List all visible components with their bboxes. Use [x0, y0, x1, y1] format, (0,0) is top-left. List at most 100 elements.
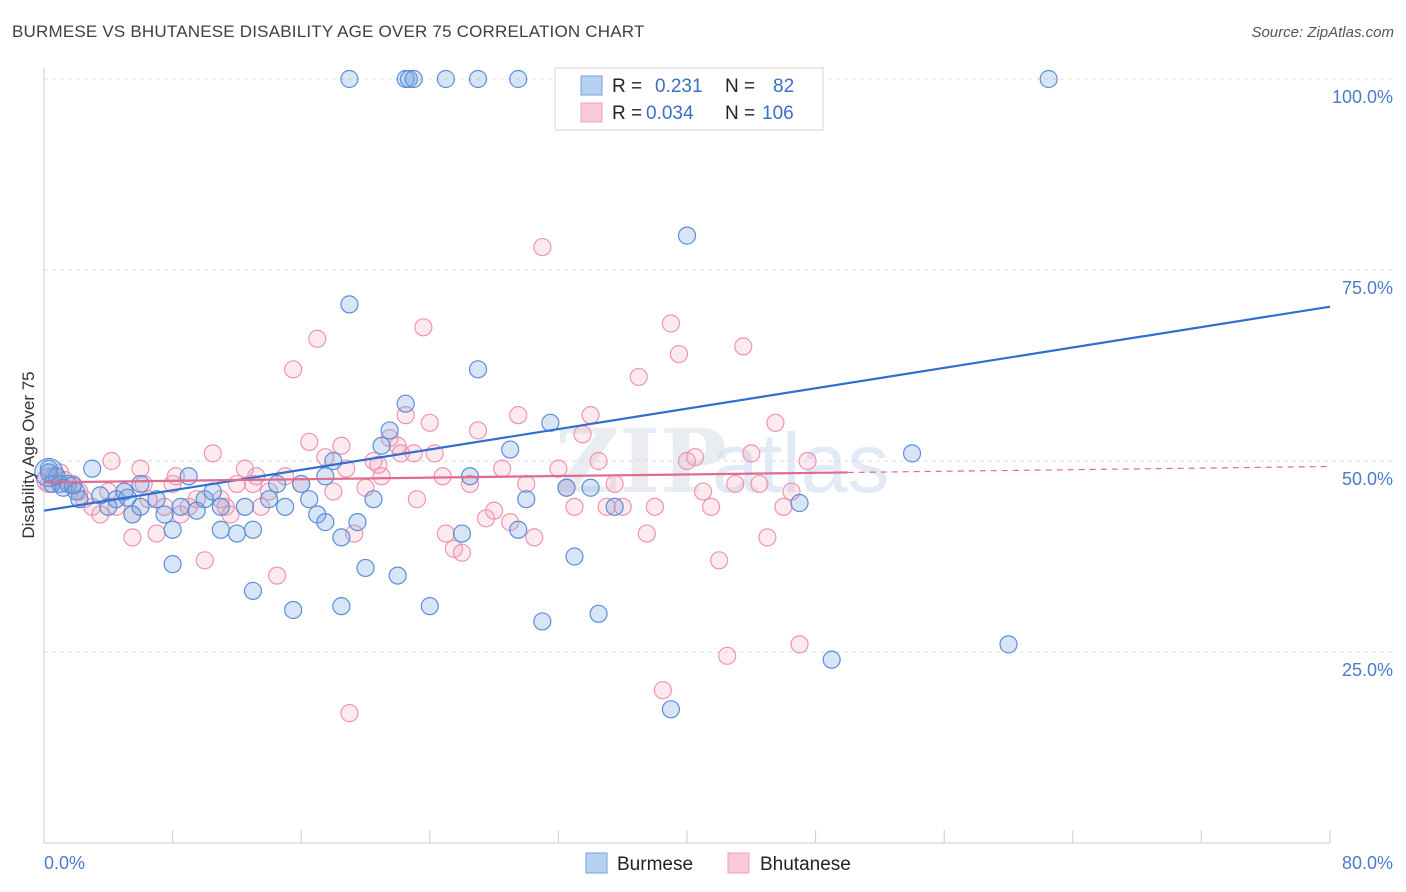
trend-lines: [43, 305, 1331, 512]
bhutanese-point: [565, 497, 584, 516]
burmese-point: [316, 467, 335, 486]
burmese-point: [509, 69, 528, 89]
bhutanese-point: [726, 474, 745, 494]
burmese-point: [452, 524, 472, 543]
burmese-point: [243, 581, 263, 600]
bhutanese-point: [605, 474, 624, 494]
bottom-legend-label-burmese: Burmese: [617, 854, 693, 875]
bhutanese-point: [581, 406, 600, 425]
chart-source: Source: ZipAtlas.com: [1251, 24, 1394, 41]
bhutanese-point: [332, 436, 351, 455]
burmese-point: [235, 497, 255, 516]
bhutanese-point: [324, 482, 343, 501]
bhutanese-point: [131, 459, 150, 478]
burmese-point: [388, 566, 407, 585]
burmese-point: [284, 600, 303, 620]
bhutanese-point: [702, 497, 721, 516]
legend-r-value-2: 0.034: [646, 103, 694, 124]
burmese-point: [677, 226, 697, 245]
legend-swatch-burmese: [580, 75, 603, 96]
bhutanese-point: [221, 505, 240, 524]
bhutanese-point: [102, 451, 121, 471]
bhutanese-trend-line: [43, 471, 848, 484]
burmese-point: [999, 635, 1018, 654]
burmese-point: [147, 490, 166, 509]
burmese-point: [790, 493, 809, 513]
y-tick-label: 100.0%: [1332, 87, 1393, 107]
legend-r-label-1: R =: [612, 76, 642, 97]
legend-r-label-2: R =: [612, 103, 642, 124]
burmese-point: [83, 459, 102, 478]
burmese-point: [316, 513, 335, 532]
bhutanese-point: [123, 528, 142, 547]
burmese-point: [155, 505, 174, 524]
burmese-trend-line: [43, 305, 1331, 512]
burmese-point: [34, 457, 64, 488]
bhutanese-point: [710, 551, 729, 570]
bhutanese-point: [525, 528, 544, 547]
burmese-point: [565, 547, 584, 566]
burmese-point: [364, 490, 383, 509]
burmese-point: [356, 558, 375, 578]
bhutanese-point: [693, 482, 713, 501]
burmese-point: [340, 69, 359, 89]
burmese-point: [436, 69, 455, 89]
bhutanese-point: [433, 467, 452, 486]
bhutanese-point: [790, 635, 809, 654]
burmese-point: [399, 69, 419, 89]
bhutanese-point: [750, 474, 769, 494]
y-tick-labels: 100.0% 75.0% 50.0% 25.0%: [1332, 87, 1393, 680]
bhutanese-point: [734, 337, 753, 356]
bottom-legend-swatch-burmese: [585, 852, 608, 874]
burmese-point: [420, 597, 439, 616]
burmese-point: [267, 474, 287, 494]
bhutanese-point: [372, 467, 391, 486]
bhutanese-point: [653, 681, 672, 700]
burmese-point: [348, 513, 367, 532]
bhutanese-point: [460, 474, 480, 494]
bhutanese-point: [637, 524, 656, 543]
burmese-point: [396, 394, 415, 413]
y-tick-label: 50.0%: [1342, 469, 1393, 489]
bhutanese-point: [629, 367, 648, 387]
burmese-point: [501, 440, 520, 459]
burmese-point: [332, 597, 351, 616]
bhutanese-point: [147, 524, 166, 543]
burmese-point: [63, 476, 83, 495]
burmese-point: [324, 451, 343, 471]
burmese-point: [605, 497, 624, 516]
burmese-point: [1039, 69, 1058, 89]
burmese-point: [517, 490, 536, 509]
burmese-points: [34, 69, 1058, 719]
burmese-point: [131, 474, 150, 494]
bhutanese-point: [493, 459, 512, 478]
burmese-point: [902, 444, 922, 463]
legend-n-label-2: N =: [725, 103, 755, 124]
burmese-point: [39, 463, 58, 482]
bhutanese-point: [669, 344, 689, 364]
legend-n-label-1: N =: [725, 76, 755, 97]
bhutanese-point: [340, 704, 359, 723]
bhutanese-point: [420, 413, 439, 432]
bhutanese-point: [407, 490, 427, 509]
burmese-point: [171, 497, 190, 516]
watermark: ZIP atlas: [555, 409, 889, 513]
bhutanese-trend-extension: [847, 465, 1331, 474]
burmese-point: [533, 612, 552, 631]
burmese-point: [372, 436, 391, 455]
bhutanese-point: [645, 497, 664, 516]
bhutanese-point: [414, 318, 433, 337]
burmese-point: [581, 478, 600, 497]
bhutanese-point: [468, 421, 488, 440]
bhutanese-point: [718, 646, 737, 665]
bhutanese-point: [573, 425, 592, 444]
y-tick-label: 25.0%: [1342, 660, 1393, 680]
burmese-point: [822, 650, 841, 669]
burmese-point: [131, 497, 150, 516]
burmese-point: [276, 497, 295, 516]
burmese-point: [380, 421, 399, 440]
bhutanese-point: [774, 497, 793, 516]
burmese-point: [292, 474, 311, 494]
burmese-point: [300, 490, 319, 509]
y-axis-label: Disability Age Over 75: [19, 371, 38, 538]
